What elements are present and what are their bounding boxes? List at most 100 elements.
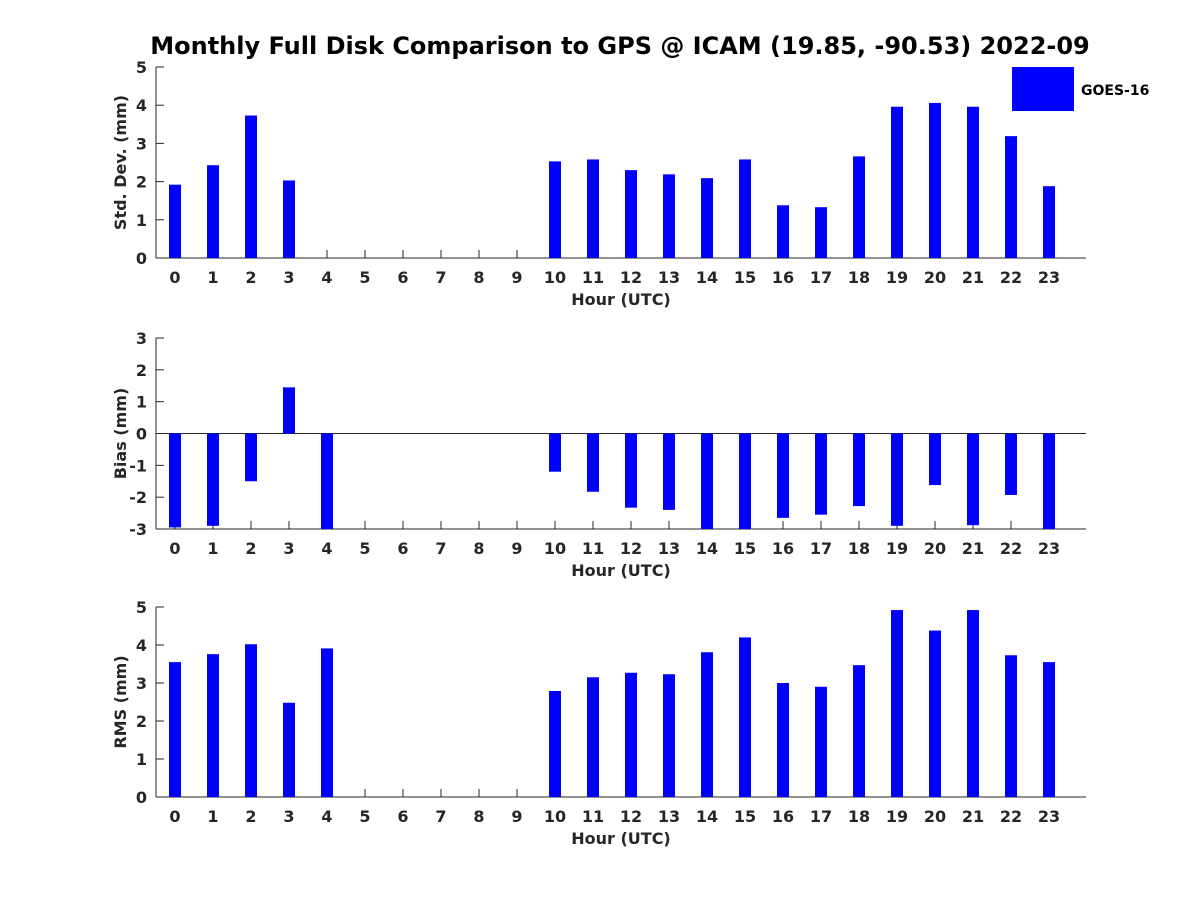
x-tick-label: 9 bbox=[511, 807, 522, 826]
x-tick-label: 17 bbox=[810, 539, 832, 558]
x-tick-label: 12 bbox=[620, 807, 642, 826]
y-axis-label: RMS (mm) bbox=[111, 655, 130, 748]
bar-hour-23 bbox=[1043, 433, 1055, 529]
bar-hour-23 bbox=[1043, 662, 1055, 797]
x-tick-label: 22 bbox=[1000, 539, 1022, 558]
y-tick-label: 5 bbox=[136, 598, 147, 617]
x-tick-label: 22 bbox=[1000, 268, 1022, 287]
x-tick-label: 8 bbox=[473, 539, 484, 558]
y-tick-label: -2 bbox=[129, 488, 147, 507]
y-tick-label: 5 bbox=[136, 58, 147, 77]
x-tick-label: 9 bbox=[511, 539, 522, 558]
x-tick-label: 1 bbox=[207, 807, 218, 826]
bar-hour-19 bbox=[891, 106, 903, 258]
x-tick-label: 1 bbox=[207, 268, 218, 287]
x-tick-label: 18 bbox=[848, 807, 870, 826]
x-tick-label: 10 bbox=[544, 807, 566, 826]
bar-hour-3 bbox=[283, 702, 295, 797]
x-tick-label: 0 bbox=[169, 807, 180, 826]
bar-hour-11 bbox=[587, 677, 599, 797]
x-tick-label: 14 bbox=[696, 807, 718, 826]
y-tick-label: 4 bbox=[136, 636, 147, 655]
x-tick-label: 21 bbox=[962, 539, 984, 558]
bar-hour-13 bbox=[663, 433, 675, 510]
y-tick-label: 1 bbox=[136, 750, 147, 769]
x-axis-label: Hour (UTC) bbox=[571, 290, 671, 309]
bar-hour-13 bbox=[663, 174, 675, 258]
bar-hour-23 bbox=[1043, 186, 1055, 258]
bar-hour-16 bbox=[777, 683, 789, 797]
x-tick-label: 23 bbox=[1038, 807, 1060, 826]
x-tick-label: 6 bbox=[397, 807, 408, 826]
bar-hour-12 bbox=[625, 672, 637, 797]
bar-hour-21 bbox=[967, 106, 979, 258]
x-tick-label: 5 bbox=[359, 268, 370, 287]
x-tick-label: 6 bbox=[397, 539, 408, 558]
bar-hour-13 bbox=[663, 674, 675, 797]
figure-title: Monthly Full Disk Comparison to GPS @ IC… bbox=[150, 32, 1090, 60]
bar-hour-14 bbox=[701, 433, 713, 529]
y-tick-label: 2 bbox=[136, 361, 147, 380]
y-axis-label: Std. Dev. (mm) bbox=[111, 95, 130, 230]
y-tick-label: -3 bbox=[129, 520, 147, 539]
bar-hour-1 bbox=[207, 165, 219, 258]
x-tick-label: 14 bbox=[696, 539, 718, 558]
x-tick-label: 19 bbox=[886, 807, 908, 826]
bar-hour-12 bbox=[625, 433, 637, 508]
x-tick-label: 16 bbox=[772, 539, 794, 558]
bar-hour-14 bbox=[701, 652, 713, 797]
x-tick-label: 13 bbox=[658, 807, 680, 826]
x-tick-label: 11 bbox=[582, 807, 604, 826]
bar-hour-18 bbox=[853, 665, 865, 797]
x-tick-label: 19 bbox=[886, 539, 908, 558]
x-tick-label: 3 bbox=[283, 539, 294, 558]
x-tick-label: 15 bbox=[734, 807, 756, 826]
x-tick-label: 19 bbox=[886, 268, 908, 287]
x-tick-label: 5 bbox=[359, 807, 370, 826]
x-tick-label: 20 bbox=[924, 268, 946, 287]
legend-swatch bbox=[1012, 67, 1074, 111]
bar-hour-20 bbox=[929, 102, 941, 259]
x-tick-label: 2 bbox=[245, 268, 256, 287]
bar-hour-17 bbox=[815, 433, 827, 515]
bar-hour-17 bbox=[815, 207, 827, 258]
y-tick-label: 3 bbox=[136, 134, 147, 153]
x-tick-label: 3 bbox=[283, 807, 294, 826]
bar-hour-14 bbox=[701, 178, 713, 258]
x-tick-label: 10 bbox=[544, 268, 566, 287]
bar-hour-19 bbox=[891, 433, 903, 526]
x-tick-label: 0 bbox=[169, 268, 180, 287]
bar-hour-1 bbox=[207, 654, 219, 797]
bar-hour-18 bbox=[853, 156, 865, 258]
x-tick-label: 11 bbox=[582, 539, 604, 558]
x-tick-label: 7 bbox=[435, 807, 446, 826]
x-tick-label: 1 bbox=[207, 539, 218, 558]
legend: GOES-16 bbox=[1012, 67, 1149, 111]
bar-hour-15 bbox=[739, 159, 751, 258]
bar-hour-2 bbox=[245, 433, 257, 482]
x-tick-label: 10 bbox=[544, 539, 566, 558]
bar-hour-21 bbox=[967, 610, 979, 797]
bar-hour-22 bbox=[1005, 136, 1017, 258]
y-tick-label: 0 bbox=[136, 425, 147, 444]
legend-label: GOES-16 bbox=[1081, 83, 1149, 99]
x-tick-label: 3 bbox=[283, 268, 294, 287]
x-tick-label: 5 bbox=[359, 539, 370, 558]
bar-hour-15 bbox=[739, 433, 751, 529]
x-tick-label: 0 bbox=[169, 539, 180, 558]
bar-hour-4 bbox=[321, 433, 333, 529]
x-tick-label: 12 bbox=[620, 268, 642, 287]
bar-hour-1 bbox=[207, 433, 219, 526]
x-tick-label: 15 bbox=[734, 268, 756, 287]
x-axis-label: Hour (UTC) bbox=[571, 561, 671, 580]
x-tick-label: 8 bbox=[473, 268, 484, 287]
bar-hour-15 bbox=[739, 637, 751, 797]
bar-hour-3 bbox=[283, 387, 295, 434]
x-tick-label: 20 bbox=[924, 539, 946, 558]
x-tick-label: 4 bbox=[321, 539, 332, 558]
x-tick-label: 12 bbox=[620, 539, 642, 558]
x-tick-label: 13 bbox=[658, 268, 680, 287]
y-tick-label: 0 bbox=[136, 249, 147, 268]
bar-hour-19 bbox=[891, 610, 903, 797]
